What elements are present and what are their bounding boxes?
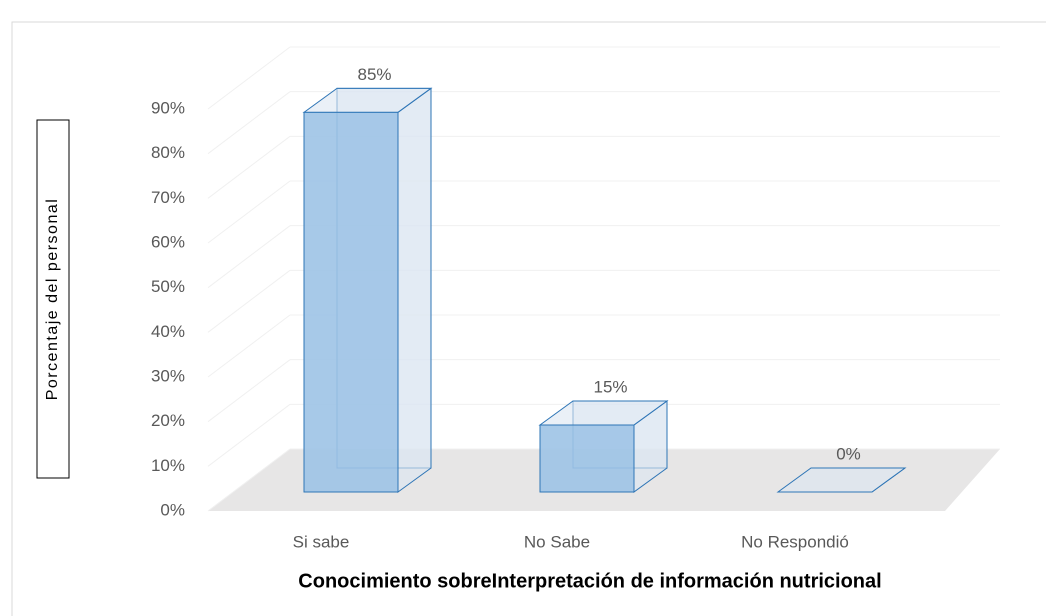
x-tick-label: Si sabe [293,532,350,551]
chart-border [11,21,1046,616]
grid-line [207,269,291,333]
grid-line [207,403,291,467]
y-tick-label: 80% [151,143,185,162]
bar [776,467,907,493]
value-label: 15% [593,377,627,396]
grid-line [207,135,291,199]
grid-line [207,448,291,512]
bar-top [776,467,907,493]
y-label-box [36,119,70,479]
y-tick-label: 30% [151,366,185,385]
x-tick-label: No Respondió [741,532,849,551]
y-tick-label: 50% [151,277,185,296]
grid-line [207,225,291,289]
x-axis-title: Conocimiento sobreInterpretación de info… [298,570,881,592]
value-label: 0% [836,444,861,463]
value-label: 85% [357,65,391,84]
y-tick-label: 20% [151,411,185,430]
bar-front [539,424,635,493]
grid-line [207,314,291,378]
y-tick-label: 10% [151,456,185,475]
y-tick-label: 40% [151,322,185,341]
bar [538,400,669,493]
bar [302,87,433,493]
grid-line [207,180,291,244]
grid-line [207,359,291,423]
y-tick-label: 70% [151,188,185,207]
y-tick-label: 60% [151,232,185,251]
bar-front [303,111,399,493]
bar-side [397,87,432,493]
y-tick-label: 90% [151,98,185,117]
y-tick-label: 0% [160,500,185,519]
grid-line [207,91,291,155]
grid-line [207,46,291,110]
y-axis-title: Porcentaje del personal [44,198,61,401]
x-tick-label: No Sabe [524,532,590,551]
